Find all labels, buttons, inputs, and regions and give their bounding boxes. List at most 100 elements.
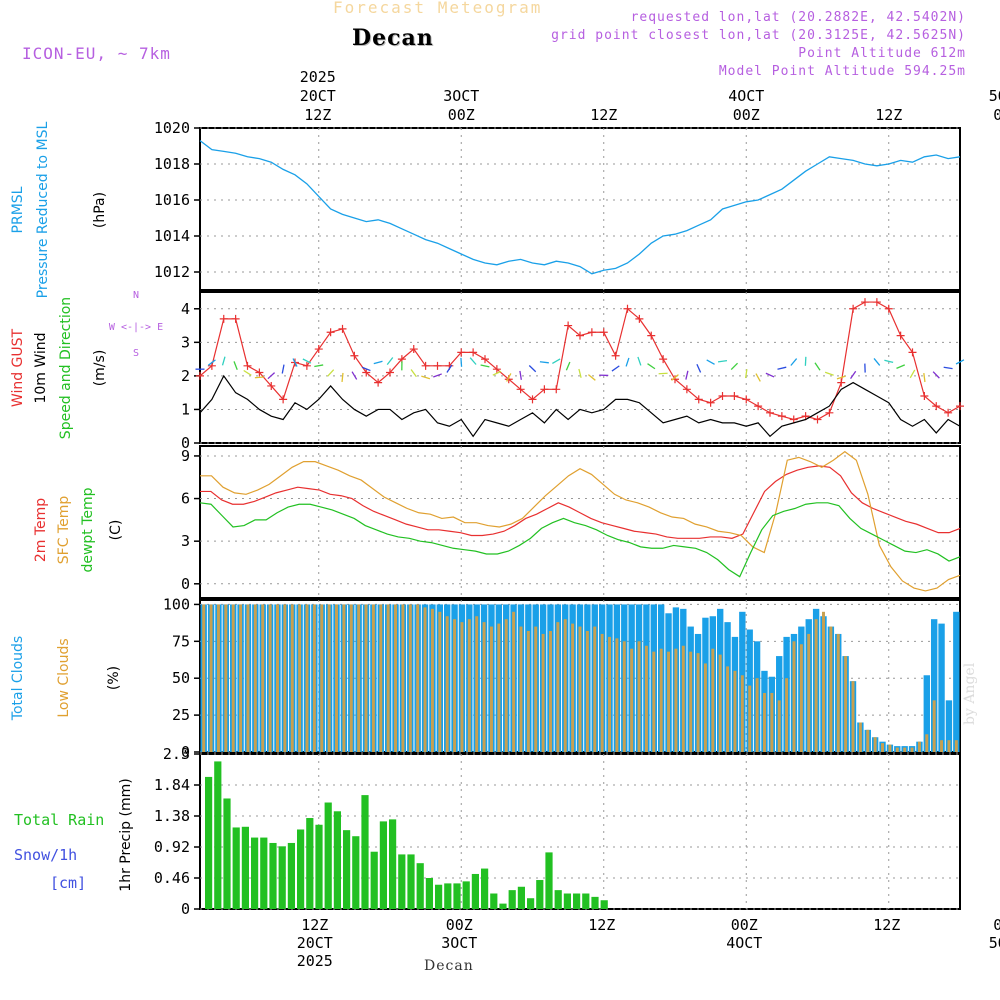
y-tick-label: 4 [181,300,190,318]
wind-gust-marker [694,395,703,404]
low-cloud-bar [239,604,243,752]
wind-gust-marker [219,314,228,323]
rain-bar [591,896,599,909]
top-time-label: 5OCT [989,87,1000,105]
low-cloud-bar [600,633,604,752]
wind-gust-line [199,301,961,421]
y-tick-label: 1018 [154,155,190,173]
bottom-time-label: 00Z [993,916,1000,934]
wind-gust-marker [611,351,620,360]
wind-gust-marker [742,395,751,404]
bottom-time-label: 00Z [731,916,758,934]
rain-bar [508,890,516,909]
total-cloud-bar [945,700,953,752]
low-cloud-bar [283,604,287,752]
wind-direction-arrow [254,376,264,379]
rain-bar [287,842,295,909]
wind-direction-arrow [923,372,926,383]
rain-bar [315,824,323,909]
low-cloud-bar [792,641,796,752]
wind-direction-arrow [565,361,571,371]
wind-gust-marker [932,402,941,411]
wind-direction-arrow [873,358,881,366]
low-cloud-bar [335,604,338,752]
wind-gust-marker [849,304,858,313]
precip-unit-label: 1hr Precip (mm) [118,778,134,891]
wind-gust-marker [837,378,846,387]
wind-gust-marker [350,351,359,360]
y-tick-label: 6 [181,490,190,508]
rain-bar [573,893,581,909]
rain-bar [545,852,553,909]
wind-gust-marker [587,328,596,337]
rain-bar [481,868,489,909]
rain-bar [416,863,424,909]
grid-coords: grid point closest lon,lat (20.3125E, 42… [551,28,966,43]
rain-bar [389,819,397,909]
panel-frame [199,445,961,599]
wind-speed-direction-label: Speed and Direction [58,297,74,439]
low-cloud-bar [866,729,870,752]
y-tick-label: 3 [181,532,190,550]
wind-gust-marker [433,361,442,370]
rain-bar [527,898,535,909]
low-cloud-bar [357,604,361,752]
wind-gust-marker [231,314,240,323]
pressure-unit-label: (hPa) [92,192,108,228]
rain-bar [223,798,231,909]
low-cloud-bar [320,604,324,752]
rain-bar [333,811,341,909]
bottom-time-label: 2025 [297,952,333,970]
y-tick-label: 0 [181,900,190,918]
low-cloud-bar [534,626,538,752]
y-tick-label: 2.3 [163,745,190,763]
low-cloud-bar [881,743,884,752]
low-cloud-bar [807,633,811,752]
y-tick-label: 1014 [154,227,190,245]
low-cloud-bar [785,678,789,752]
wind-10m-label: 10m Wind [33,332,49,403]
wind-direction-arrow [790,358,798,366]
low-cloud-bar [349,604,353,752]
low-cloud-bar [822,611,825,752]
low-cloud-bar [630,648,634,752]
rain-bar [435,884,443,909]
low-cloud-bar [216,604,220,752]
temp-sfc-label: SFC Temp [56,496,72,565]
wind-direction-arrow [267,372,276,380]
low-clouds-label: Low Clouds [56,638,72,717]
bottom-time-label: 12Z [588,916,615,934]
requested-coords: requested lon,lat (20.2882E, 42.5402N) [630,10,966,25]
wind-direction-arrow [492,370,502,376]
wind-direction-arrow [207,359,216,366]
wind-gust-marker [469,348,478,357]
y-tick-label: 100 [163,595,190,613]
wind-direction-arrow [302,358,312,364]
wind-gust-marker [884,304,893,313]
low-cloud-bar [851,681,855,752]
wind-gust-marker [777,412,786,421]
low-cloud-bar [608,636,611,752]
wind-direction-arrow [671,374,679,381]
bottom-time-label: 5OCT [989,934,1000,952]
wind-direction-arrow [281,364,285,374]
rain-bar [232,827,240,909]
wind-direction-arrow [884,359,894,364]
wind-direction-arrow [460,357,463,367]
low-cloud-bar [681,645,685,752]
low-cloud-bar [541,633,545,752]
low-cloud-bar [674,648,678,752]
low-cloud-bar [268,604,272,752]
wind-direction-arrow [625,357,630,367]
low-cloud-bar [888,744,892,752]
wind-gust-marker [196,371,204,380]
low-cloud-bar [261,604,265,752]
wind-gust-marker [243,361,252,370]
low-cloud-bar [637,641,641,752]
wind-gust-marker [682,385,691,394]
low-cloud-bar [755,678,759,752]
y-tick-label: 1.84 [154,776,190,794]
bottom-time-label: 4OCT [726,934,762,952]
wind-direction-arrow [896,364,906,369]
low-cloud-bar [954,740,958,752]
